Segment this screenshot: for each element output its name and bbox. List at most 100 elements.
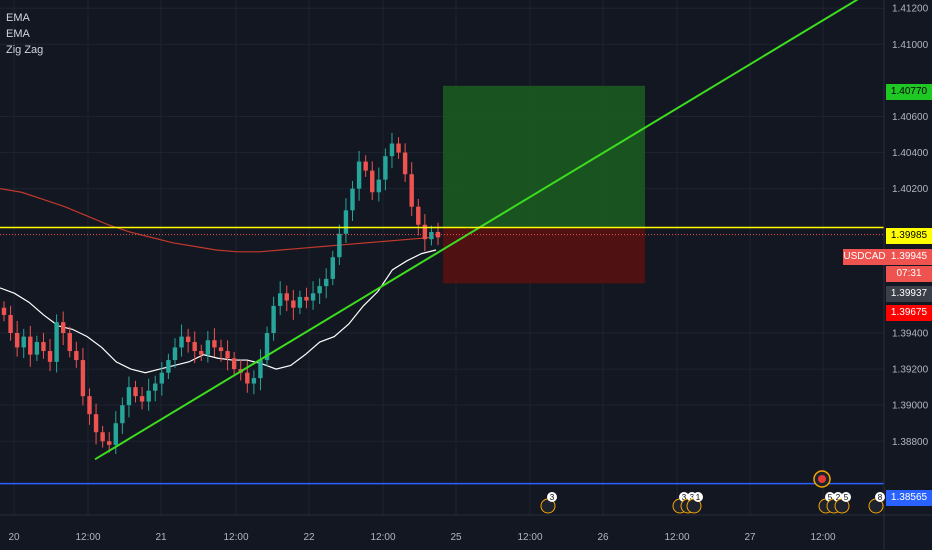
candle-body: [389, 143, 395, 157]
price-tick: 1.39400: [892, 329, 929, 340]
candle-body: [402, 152, 408, 175]
time-tick: 21: [155, 532, 167, 543]
candle-body: [271, 305, 276, 333]
candle-body: [41, 342, 46, 352]
candle-body: [291, 300, 296, 308]
candle-body: [225, 351, 230, 359]
countdown-tag: 07:31: [886, 266, 932, 282]
legend-ema-2[interactable]: EMA: [6, 28, 30, 40]
candle-body: [310, 293, 316, 301]
candle-body: [277, 293, 283, 306]
price-tick: 1.40600: [892, 112, 929, 123]
candle-body: [409, 174, 414, 207]
candle-body: [218, 347, 224, 352]
candle-body: [107, 441, 112, 445]
target-price-tag: 1.40770: [886, 84, 932, 100]
candle-body: [324, 278, 329, 287]
candle-body: [179, 336, 184, 348]
time-tick: 22: [303, 532, 315, 543]
candle-body: [304, 296, 309, 301]
price-tick: 1.38800: [892, 437, 929, 448]
candle-body: [34, 342, 40, 355]
candle-body: [87, 396, 92, 415]
candle-body: [192, 342, 197, 352]
candle-body: [60, 322, 66, 333]
candle-body: [120, 405, 125, 424]
time-tick: 27: [744, 532, 756, 543]
legend-zigzag[interactable]: Zig Zag: [6, 44, 44, 56]
event-count: 3: [550, 493, 555, 502]
price-tick: 1.39000: [892, 401, 929, 412]
candle-body: [422, 224, 428, 240]
candle-body: [376, 179, 382, 193]
candle-body: [363, 161, 368, 171]
candle-body: [67, 333, 72, 352]
candle-body: [159, 372, 165, 384]
time-tick: 12:00: [810, 532, 835, 543]
time-tick: 12:00: [223, 532, 248, 543]
legend-ema-1[interactable]: EMA: [6, 12, 30, 24]
candle-body: [80, 360, 86, 397]
candle-body: [231, 358, 237, 370]
event-count-badge: [547, 492, 557, 502]
candle-body: [166, 360, 171, 373]
candle-body: [47, 351, 53, 362]
event-count: 5: [828, 493, 833, 502]
event-count-badge: [875, 492, 885, 502]
ema-value-tag: 1.39937: [886, 286, 932, 302]
candle-body: [258, 360, 263, 379]
candle-body: [297, 296, 303, 308]
candle-body: [350, 188, 355, 211]
candle-body: [1, 307, 7, 315]
candle-body: [245, 372, 250, 384]
event-count: 3: [690, 493, 695, 502]
candle-body: [251, 378, 257, 384]
candle-body: [126, 387, 132, 406]
symbol-badge: USDCAD: [843, 249, 886, 265]
candle-body: [54, 322, 59, 362]
candle-body: [153, 383, 158, 391]
time-tick: 26: [597, 532, 609, 543]
event-count: 1: [696, 493, 701, 502]
price-tick: 1.41000: [892, 40, 929, 51]
candle-body: [185, 336, 191, 343]
candle-body: [199, 351, 204, 355]
candle-body: [21, 336, 26, 348]
event-count: 2: [836, 493, 841, 502]
time-tick: 20: [8, 532, 20, 543]
candle-body: [330, 257, 335, 279]
event-count-badge: [841, 492, 851, 502]
candle-body: [383, 156, 388, 180]
time-tick: 25: [450, 532, 462, 543]
candle-body: [416, 206, 421, 225]
candle-body: [396, 143, 401, 153]
candle-body: [212, 340, 217, 348]
time-tick: 12:00: [370, 532, 395, 543]
profit-zone: [443, 85, 645, 228]
candle-body: [205, 340, 211, 355]
candle-body: [28, 336, 33, 355]
event-count-badge: [693, 492, 703, 502]
candle-body: [317, 286, 322, 294]
candle-body: [93, 414, 99, 433]
candle-body: [264, 333, 270, 361]
candle-body: [14, 333, 20, 348]
candle-body: [113, 423, 118, 445]
candle-body: [146, 390, 151, 402]
event-count: 5: [844, 493, 849, 502]
candle-body: [356, 161, 362, 189]
yellow-level-tag: 1.39985: [886, 228, 932, 244]
candle-body: [284, 293, 289, 301]
price-tick: 1.41200: [892, 4, 929, 15]
ema-slow-line: [0, 188, 433, 253]
candle-body: [429, 231, 434, 240]
candle-body: [139, 396, 145, 402]
time-tick: 12:00: [517, 532, 542, 543]
blue-level-tag: 1.38565: [886, 490, 932, 506]
stop-price-tag: 1.39675: [886, 305, 932, 321]
last-price-tag: 1.39945: [886, 249, 932, 265]
price-tick: 1.40200: [892, 184, 929, 195]
canada-flag-dot: [818, 475, 826, 483]
candle-body: [133, 387, 138, 397]
